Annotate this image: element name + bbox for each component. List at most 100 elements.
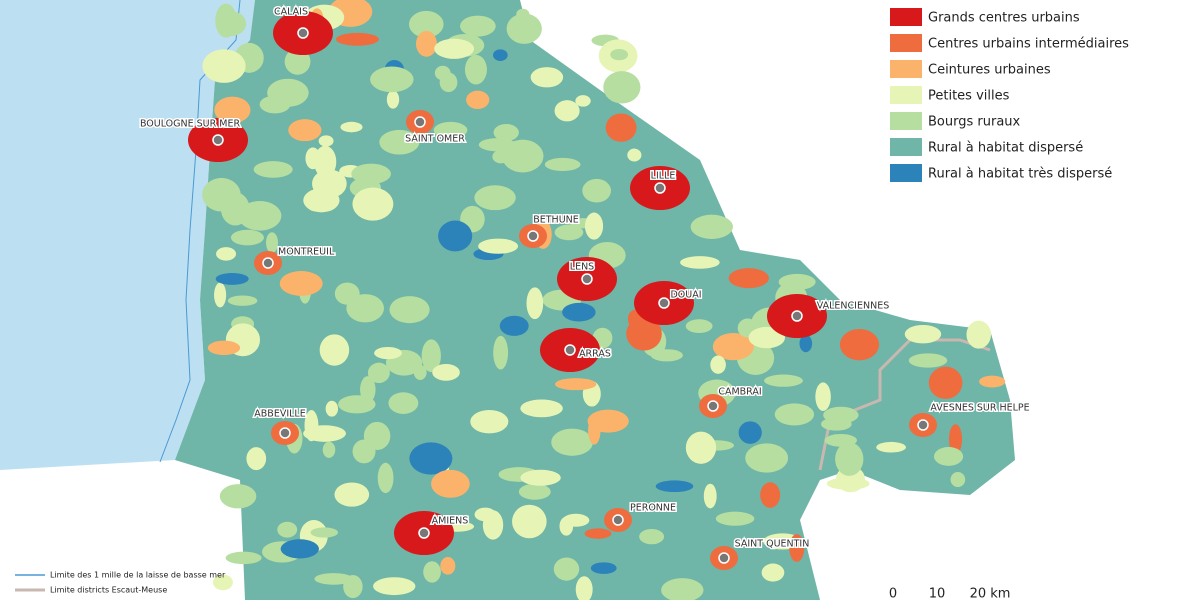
city-marker xyxy=(297,27,309,39)
city-label: ABBEVILLE xyxy=(254,409,305,420)
patch xyxy=(966,320,991,349)
cities: CALAIS BOULOGNE SUR MER SAINT OMER MONTREUI… xyxy=(138,5,1031,570)
patch xyxy=(506,13,542,44)
city-label: MONTREUIL xyxy=(278,247,335,258)
patch xyxy=(408,10,444,38)
patch xyxy=(551,428,593,456)
city-label: BOULOGNE SUR MER xyxy=(140,119,241,130)
patch xyxy=(367,362,390,384)
city-label: ARRAS xyxy=(579,349,611,360)
patch xyxy=(246,447,267,471)
patch xyxy=(214,96,251,124)
city-marker xyxy=(707,400,719,412)
legend-label: Petites villes xyxy=(928,89,1010,104)
patch xyxy=(207,340,241,356)
patch xyxy=(370,66,414,93)
city-label: CALAIS xyxy=(274,7,308,18)
city-marker xyxy=(262,257,274,269)
patch xyxy=(352,439,376,464)
city-label: SAINT QUENTIN xyxy=(735,539,810,550)
legend-label: Centres urbains intermédiaires xyxy=(928,37,1129,52)
patch xyxy=(933,447,964,466)
legend-swatch xyxy=(890,112,922,130)
city-marker xyxy=(414,116,426,128)
city-marker xyxy=(418,527,430,539)
patch xyxy=(212,574,233,591)
patch xyxy=(360,376,376,403)
patch xyxy=(304,410,319,442)
patch xyxy=(627,148,642,162)
patch xyxy=(554,224,584,241)
patch xyxy=(374,346,402,360)
patch xyxy=(214,282,227,308)
city-marker xyxy=(581,273,593,285)
patch xyxy=(415,30,437,57)
patch xyxy=(774,403,815,426)
patch xyxy=(824,433,858,447)
scale-label: 0 xyxy=(889,587,897,600)
patch xyxy=(433,121,468,139)
patch xyxy=(230,229,264,246)
patch xyxy=(279,271,323,296)
city-label: DOUAI xyxy=(670,290,701,301)
patch xyxy=(554,378,597,391)
city-marker xyxy=(917,419,929,431)
patch xyxy=(685,431,717,464)
patch xyxy=(253,161,293,178)
patch xyxy=(474,185,516,211)
sea xyxy=(0,0,255,470)
legend-swatch xyxy=(890,34,922,52)
patch xyxy=(277,521,298,538)
patch xyxy=(553,557,580,581)
patch xyxy=(202,49,246,83)
city-marker xyxy=(658,297,670,309)
patch xyxy=(703,483,717,509)
patch xyxy=(413,364,427,380)
patch xyxy=(493,335,509,370)
patch xyxy=(948,424,963,455)
patch xyxy=(876,441,906,453)
legend-swatch xyxy=(890,60,922,78)
patch xyxy=(352,187,394,221)
patch xyxy=(216,247,237,261)
legend-swatch xyxy=(890,138,922,156)
patch xyxy=(745,443,789,473)
patch xyxy=(582,178,611,203)
patch xyxy=(715,511,755,526)
patch xyxy=(520,469,561,486)
scale-label: 20 km xyxy=(970,587,1011,600)
city-label: AMIENS xyxy=(432,516,469,527)
patch xyxy=(499,315,529,336)
patch xyxy=(431,469,470,498)
patch xyxy=(554,100,580,122)
patch xyxy=(738,421,762,444)
patch xyxy=(979,375,1006,388)
patch xyxy=(220,192,250,226)
patch xyxy=(789,534,805,562)
patch xyxy=(839,328,880,361)
patch xyxy=(434,38,475,59)
city-label: AVESNES SUR HELPE xyxy=(930,403,1029,414)
patch xyxy=(423,561,441,583)
patch xyxy=(216,11,247,36)
city-marker xyxy=(279,427,291,439)
patch xyxy=(501,139,544,173)
patch xyxy=(432,364,460,381)
patch xyxy=(314,145,337,178)
patch xyxy=(928,366,963,399)
legend-label: Rural à habitat très dispersé xyxy=(928,167,1112,182)
patch xyxy=(280,539,319,559)
patch xyxy=(639,528,665,545)
patch xyxy=(575,95,591,107)
patch xyxy=(478,238,519,254)
patch xyxy=(388,392,419,414)
patch xyxy=(661,578,704,600)
city-label: CAMBRAI xyxy=(718,387,761,398)
patch xyxy=(584,212,604,240)
patch xyxy=(516,8,530,20)
patch xyxy=(815,382,831,411)
patch xyxy=(421,339,441,373)
patch xyxy=(748,326,786,349)
city-marker xyxy=(612,514,624,526)
patch xyxy=(562,302,596,322)
